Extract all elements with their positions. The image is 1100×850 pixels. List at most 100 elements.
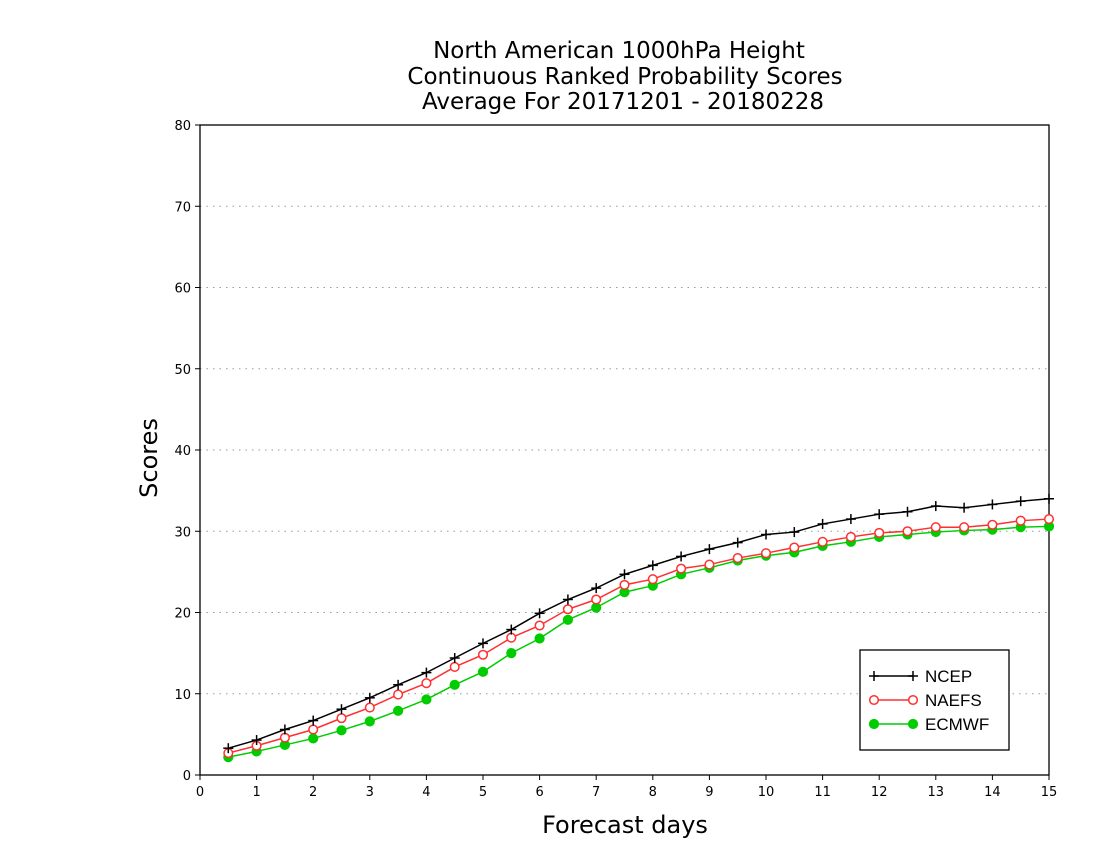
series-ncep bbox=[223, 493, 1054, 754]
ncep-point bbox=[647, 560, 658, 571]
ncep-point bbox=[421, 667, 432, 678]
y-tick-label: 80 bbox=[174, 119, 191, 134]
x-axis-label: Forecast days bbox=[542, 811, 708, 839]
ncep-point bbox=[223, 743, 234, 754]
x-tick-label: 8 bbox=[649, 785, 657, 800]
x-tick-label: 0 bbox=[196, 785, 204, 800]
legend-entry-ecmwf: ECMWF bbox=[868, 715, 989, 734]
naefs-point bbox=[732, 553, 743, 564]
naefs-point bbox=[619, 579, 630, 590]
gridlines bbox=[200, 205, 1049, 695]
naefs-point bbox=[704, 559, 715, 570]
y-axis-ticks: 0 10 20 30 40 50 60 70 80 bbox=[174, 119, 200, 784]
naefs-point bbox=[591, 594, 602, 605]
naefs-point bbox=[393, 689, 404, 700]
ecmwf-point bbox=[506, 648, 517, 659]
ecmwf-point bbox=[393, 705, 404, 716]
ecmwf-point bbox=[336, 725, 347, 736]
ncep-point bbox=[279, 724, 290, 735]
naefs-point bbox=[279, 732, 290, 743]
ncep-point bbox=[789, 527, 800, 538]
ncep-point bbox=[761, 529, 771, 540]
legend-entries: NCEP NAEFS ECMWF bbox=[868, 667, 989, 734]
y-tick-label: 30 bbox=[174, 525, 191, 540]
chart-title: North American 1000hPa Height Continuous… bbox=[407, 38, 842, 115]
y-tick-label: 50 bbox=[174, 363, 191, 378]
ecmwf-point bbox=[477, 666, 489, 677]
naefs-point bbox=[845, 531, 856, 542]
y-tick-label: 40 bbox=[174, 444, 191, 459]
naefs-point bbox=[1043, 514, 1055, 525]
naefs-point bbox=[477, 649, 489, 660]
naefs-point bbox=[868, 694, 880, 706]
ncep-point bbox=[902, 506, 913, 517]
ncep-point bbox=[251, 735, 262, 746]
naefs-point bbox=[676, 563, 687, 574]
naefs-point bbox=[874, 527, 885, 538]
y-tick-label: 0 bbox=[183, 769, 191, 784]
naefs-point bbox=[930, 522, 941, 533]
ncep-point bbox=[619, 569, 630, 580]
legend: NCEP NAEFS ECMWF bbox=[859, 649, 1010, 751]
naefs-point bbox=[421, 678, 432, 689]
naefs-point bbox=[902, 526, 913, 537]
x-tick-label: 5 bbox=[479, 785, 487, 800]
ncep-point bbox=[987, 499, 998, 510]
ncep-point bbox=[591, 583, 602, 594]
x-tick-label: 3 bbox=[366, 785, 374, 800]
naefs-point bbox=[907, 694, 919, 706]
ecmwf-point bbox=[562, 614, 574, 625]
legend-label: NCEP bbox=[925, 667, 972, 686]
naefs-point bbox=[308, 724, 319, 735]
y-tick-label: 20 bbox=[174, 607, 191, 622]
naefs-point bbox=[562, 604, 573, 615]
x-axis-ticks: 0 1 2 3 4 5 6 7 8 9 10 11 12 13 14 15 bbox=[196, 775, 1057, 800]
ncep-point bbox=[534, 608, 545, 619]
legend-entry-ncep: NCEP bbox=[869, 667, 972, 686]
naefs-point bbox=[336, 713, 347, 724]
naefs-point bbox=[987, 519, 998, 530]
ncep-point bbox=[959, 502, 970, 513]
ncep-point bbox=[874, 509, 885, 520]
series-line-ncep bbox=[228, 498, 1050, 749]
x-tick-label: 1 bbox=[252, 785, 260, 800]
x-tick-label: 14 bbox=[984, 785, 1001, 800]
chart-title-line-1: North American 1000hPa Height bbox=[433, 38, 805, 64]
ncep-point bbox=[1015, 496, 1026, 507]
naefs-point bbox=[1015, 515, 1026, 526]
ncep-point bbox=[908, 671, 918, 681]
naefs-point bbox=[534, 620, 545, 631]
chart-title-line-2: Continuous Ranked Probability Scores bbox=[407, 64, 842, 90]
naefs-point bbox=[449, 661, 460, 672]
ecmwf-point bbox=[534, 633, 545, 644]
naefs-point bbox=[817, 536, 828, 547]
legend-label: NAEFS bbox=[925, 691, 982, 710]
x-tick-label: 15 bbox=[1041, 785, 1058, 800]
chart-title-line-3: Average For 20171201 - 20180228 bbox=[422, 89, 824, 115]
x-tick-label: 7 bbox=[592, 785, 600, 800]
x-tick-label: 4 bbox=[422, 785, 430, 800]
legend-label: ECMWF bbox=[925, 715, 989, 734]
ncep-point bbox=[478, 638, 488, 649]
x-tick-label: 9 bbox=[705, 785, 713, 800]
ncep-point bbox=[364, 692, 375, 703]
ncep-point bbox=[393, 679, 404, 690]
ncep-point bbox=[845, 514, 856, 525]
ncep-point bbox=[817, 518, 828, 529]
x-tick-label: 12 bbox=[871, 785, 888, 800]
ncep-point bbox=[449, 653, 460, 663]
x-tick-label: 2 bbox=[309, 785, 317, 800]
ecmwf-point bbox=[449, 679, 460, 690]
naefs-point bbox=[789, 542, 800, 553]
ncep-point bbox=[562, 594, 573, 605]
ecmwf-point bbox=[421, 694, 432, 705]
ncep-point bbox=[506, 624, 517, 635]
y-tick-label: 70 bbox=[174, 200, 191, 215]
ncep-point bbox=[704, 544, 715, 555]
x-tick-label: 11 bbox=[814, 785, 831, 800]
ncep-point bbox=[732, 537, 743, 548]
ecmwf-point bbox=[308, 733, 319, 744]
x-tick-label: 10 bbox=[758, 785, 775, 800]
naefs-point bbox=[959, 522, 970, 533]
